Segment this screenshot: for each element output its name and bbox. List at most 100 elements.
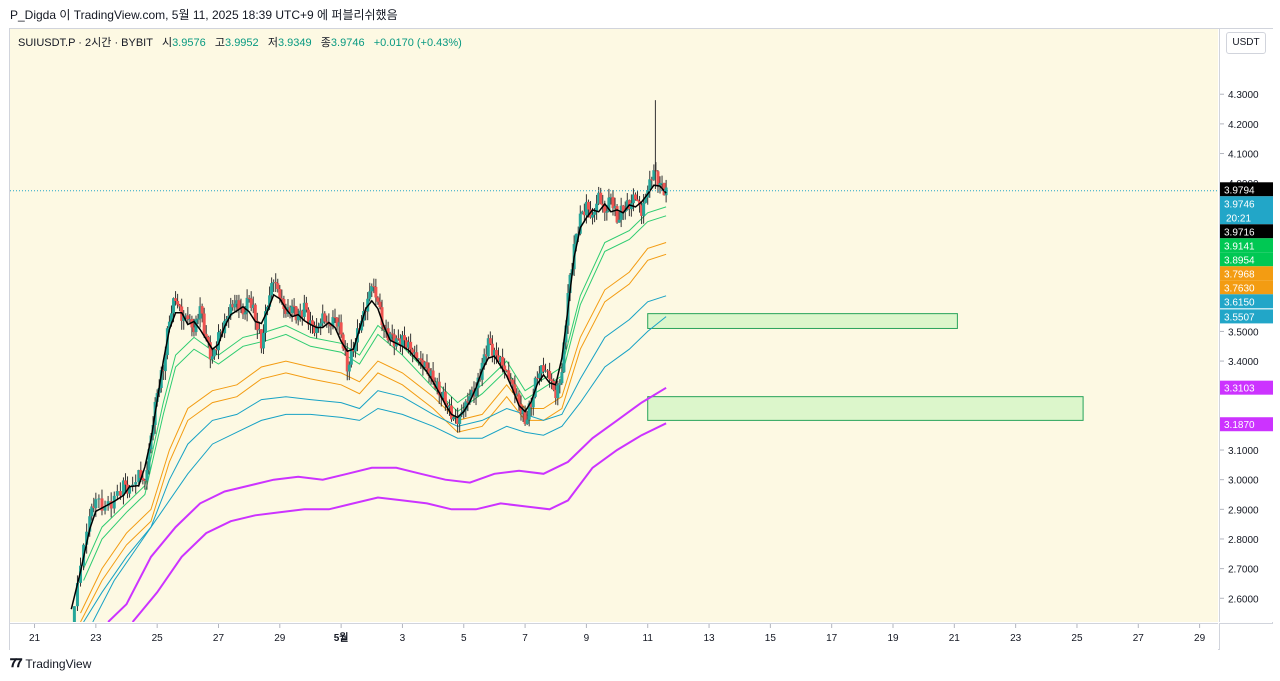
candle-body	[636, 199, 640, 202]
candle-body	[392, 334, 396, 347]
price-tick-label: 3.1000	[1228, 446, 1259, 457]
candle-body	[613, 206, 617, 209]
candle-body	[601, 203, 605, 206]
candle-body	[535, 377, 539, 379]
candle-body	[288, 307, 292, 313]
candle-body	[321, 313, 325, 324]
candle-body	[607, 197, 611, 212]
candle-body	[85, 531, 89, 545]
candle-body	[137, 470, 141, 483]
candle-body	[523, 409, 527, 424]
chart-container: SUIUSDT.P · 2시간 · BYBIT 시3.9576 고3.9952 …	[9, 28, 1273, 650]
candle-body	[431, 370, 435, 383]
candle-body	[501, 356, 505, 366]
currency-button[interactable]: USDT	[1226, 32, 1266, 54]
candle-body	[319, 323, 323, 327]
candle-body	[509, 379, 513, 381]
candle-body	[503, 365, 507, 371]
price-tag: 3.5507	[1220, 309, 1273, 324]
candle-body	[376, 297, 380, 302]
candle-body	[241, 307, 245, 315]
price-tag-bg	[1220, 380, 1273, 395]
legend-low-label: 저	[267, 37, 278, 49]
candle-body	[364, 311, 368, 313]
candle-body	[198, 306, 202, 319]
legend-close-value: 3.9746	[330, 37, 365, 49]
candle-body	[619, 205, 623, 220]
price-tag: 3.7630	[1220, 280, 1273, 295]
candle-body	[642, 202, 646, 216]
candle-body	[599, 192, 603, 204]
candle-body	[648, 179, 652, 191]
band-line-orange-2	[80, 242, 667, 614]
candle-body	[353, 342, 357, 352]
price-tag-value: 3.7630	[1224, 283, 1255, 294]
candle-body	[558, 383, 562, 386]
time-tick-label: 25	[1071, 633, 1083, 644]
candle-body	[660, 182, 664, 184]
legend-symbol[interactable]: SUIUSDT.P · 2시간 · BYBIT	[18, 37, 153, 49]
time-tick-label: 29	[274, 633, 286, 644]
price-tag-value: 3.7968	[1224, 269, 1255, 280]
candle-body	[458, 415, 462, 424]
candle-body	[466, 401, 470, 403]
price-tick-label: 2.7000	[1228, 565, 1259, 576]
candle-body	[550, 379, 554, 382]
candle-body	[335, 317, 339, 327]
candle-body	[378, 301, 382, 308]
candle-body	[176, 300, 180, 305]
candle-body	[300, 310, 304, 317]
price-tag: 3.9716	[1220, 224, 1273, 239]
candle-body	[229, 304, 233, 316]
band-line-green-1	[83, 215, 667, 581]
candle-body	[413, 352, 417, 354]
price-axis[interactable]: USDT 2.6000 2.7000 2.8000 2.9000 3.0000 3.100…	[1219, 29, 1273, 622]
brand-label: TradingView	[25, 656, 92, 671]
candle-body	[644, 197, 648, 203]
legend-open-value: 3.9576	[172, 37, 206, 49]
candle-body	[333, 317, 337, 319]
candle-body	[507, 370, 511, 380]
time-tick-label: 21	[949, 633, 961, 644]
candle-body	[200, 306, 204, 314]
legend-low-value: 3.9349	[277, 37, 312, 49]
candle-body	[272, 282, 276, 284]
band-line-cyan-4	[83, 295, 667, 622]
candle-body	[204, 333, 208, 337]
price-chart-svg[interactable]	[10, 29, 1218, 622]
candle-body	[284, 309, 288, 314]
candle-body	[586, 201, 590, 210]
candle-body	[208, 342, 212, 360]
symbol-legend: SUIUSDT.P · 2시간 · BYBIT 시3.9576 고3.9952 …	[18, 34, 462, 50]
candle-body	[186, 315, 190, 320]
candle-body	[268, 295, 272, 307]
candle-body	[147, 449, 151, 471]
candle-body	[494, 350, 498, 356]
candle-body	[609, 197, 613, 199]
candle-body	[280, 298, 284, 300]
candle-body	[94, 499, 98, 509]
price-tag: 3.9141	[1220, 238, 1273, 253]
price-tag-value: 3.9746	[1224, 199, 1255, 210]
candle-body	[423, 362, 427, 368]
plot-area[interactable]: SUIUSDT.P · 2시간 · BYBIT 시3.9576 고3.9952 …	[10, 29, 1218, 622]
candle-body	[443, 391, 447, 405]
tradingview-brand[interactable]: 𝟕𝟕 TradingView	[10, 656, 91, 671]
candle-body	[437, 381, 441, 396]
candle-body	[182, 316, 186, 321]
time-axis[interactable]: 21 23 25 27 29 5월 3 5 7 9 11 13 15 17 19 21 23 25 27 29	[10, 623, 1218, 650]
candle-body	[235, 300, 239, 304]
candle-body	[245, 297, 249, 313]
candle-body	[511, 379, 515, 385]
candle-body	[464, 401, 468, 411]
candle-body	[533, 377, 537, 397]
candle-body	[447, 405, 451, 408]
price-tick-label: 2.8000	[1228, 535, 1259, 546]
candle-body	[611, 197, 615, 209]
candle-body	[492, 350, 496, 356]
price-tag-value: 3.3103	[1224, 384, 1255, 395]
band-line-green-0	[83, 206, 667, 569]
band-line-cyan-5	[92, 316, 667, 622]
legend-high-label: 고	[214, 37, 226, 49]
time-tick-label: 17	[826, 633, 838, 644]
